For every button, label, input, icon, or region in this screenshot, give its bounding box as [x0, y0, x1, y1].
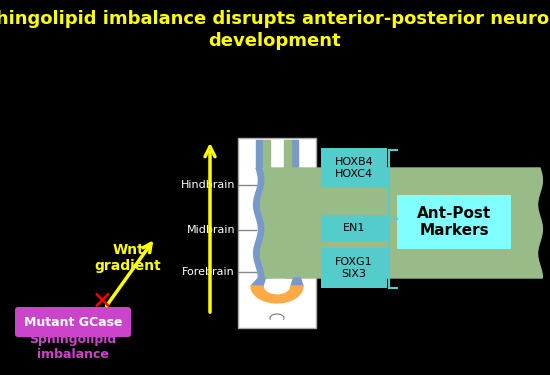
Text: Ant-Post
Markers: Ant-Post Markers: [417, 206, 491, 238]
FancyBboxPatch shape: [321, 248, 387, 288]
Text: Mutant GCase: Mutant GCase: [24, 315, 122, 328]
Polygon shape: [261, 168, 542, 278]
Polygon shape: [251, 278, 266, 286]
Text: Hindbrain: Hindbrain: [180, 180, 235, 190]
Polygon shape: [263, 140, 270, 168]
Polygon shape: [254, 168, 266, 278]
Text: FOXG1
SIX3: FOXG1 SIX3: [335, 257, 373, 279]
FancyBboxPatch shape: [321, 215, 387, 241]
Text: Forebrain: Forebrain: [182, 267, 235, 277]
Text: HOXB4
HOXC4: HOXB4 HOXC4: [334, 157, 373, 179]
Text: Midbrain: Midbrain: [186, 225, 235, 235]
Text: Wnt
gradient: Wnt gradient: [95, 243, 161, 273]
Text: Sphingolipid
imbalance: Sphingolipid imbalance: [29, 333, 117, 361]
Polygon shape: [256, 140, 263, 168]
Text: EN1: EN1: [343, 223, 365, 233]
FancyBboxPatch shape: [397, 195, 511, 249]
Polygon shape: [251, 286, 303, 303]
Text: Sphingolipid imbalance disrupts anterior-posterior neuronal
development: Sphingolipid imbalance disrupts anterior…: [0, 10, 550, 50]
Polygon shape: [261, 168, 272, 278]
Polygon shape: [282, 168, 293, 278]
Polygon shape: [289, 168, 300, 278]
Polygon shape: [291, 140, 298, 168]
Polygon shape: [291, 278, 303, 286]
FancyBboxPatch shape: [321, 148, 387, 188]
Polygon shape: [284, 140, 291, 168]
FancyBboxPatch shape: [238, 138, 316, 328]
FancyBboxPatch shape: [15, 307, 131, 337]
Text: ✕: ✕: [91, 290, 113, 314]
